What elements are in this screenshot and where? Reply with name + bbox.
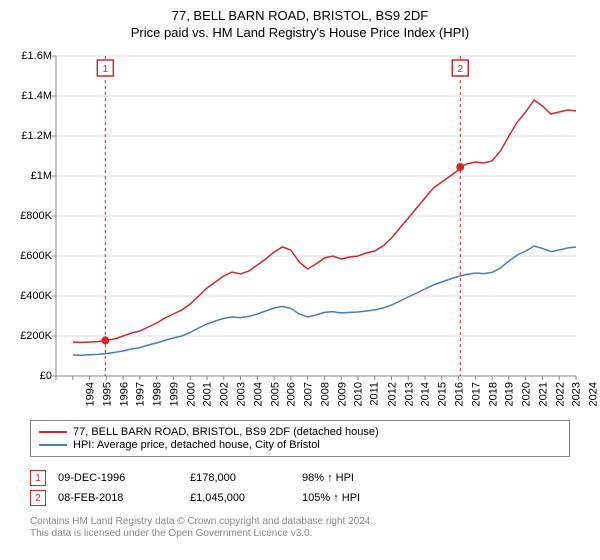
x-axis-label: 2001 [202,382,214,406]
event-date: 08-FEB-2018 [58,492,178,504]
y-axis-label: £1M [4,170,52,182]
x-axis-label: 2020 [521,382,533,406]
y-axis-label: £600K [4,250,52,262]
event-row: 2 08-FEB-2018 £1,045,000 105% ↑ HPI [30,490,570,506]
x-axis-label: 2008 [319,382,331,406]
x-axis-label: 2003 [235,382,247,406]
x-axis-label: 1995 [101,382,113,406]
x-axis-label: 2016 [454,382,466,406]
x-axis-label: 2019 [504,382,516,406]
chart-area: 12 £0£200K£400K£600K£800K£1M£1.2M£1.4M£1… [56,56,576,376]
event-pct: 105% ↑ HPI [302,492,422,504]
x-axis-label: 1998 [152,382,164,406]
x-axis-label: 2021 [537,382,549,406]
title-block: 77, BELL BARN ROAD, BRISTOL, BS9 2DF Pri… [0,0,600,40]
x-axis-label: 2013 [403,382,415,406]
svg-text:2: 2 [457,64,463,75]
event-price: £1,045,000 [190,492,290,504]
x-axis-label: 2012 [386,382,398,406]
x-axis-label: 1997 [135,382,147,406]
legend-row: 77, BELL BARN ROAD, BRISTOL, BS9 2DF (de… [39,426,561,438]
legend-row: HPI: Average price, detached house, City… [39,439,561,451]
x-axis-label: 2023 [571,382,583,406]
x-axis-label: 2000 [185,382,197,406]
title-address: 77, BELL BARN ROAD, BRISTOL, BS9 2DF [0,8,600,23]
event-marker-box: 1 [30,470,46,486]
x-axis-label: 2005 [269,382,281,406]
x-axis-label: 2006 [286,382,298,406]
footer-line2: This data is licensed under the Open Gov… [30,528,570,540]
footer-line1: Contains HM Land Registry data © Crown c… [30,516,570,528]
x-axis-label: 2010 [353,382,365,406]
y-axis-label: £1.4M [4,90,52,102]
event-marker-box: 2 [30,490,46,506]
x-axis-label: 2015 [437,382,449,406]
x-axis-label: 1994 [84,382,96,406]
x-axis-label: 2009 [336,382,348,406]
legend-swatch [39,431,67,433]
y-axis-label: £800K [4,210,52,222]
x-axis-label: 2014 [420,382,432,406]
y-axis-label: £400K [4,290,52,302]
legend-box: 77, BELL BARN ROAD, BRISTOL, BS9 2DF (de… [30,420,570,457]
x-axis-label: 1996 [118,382,130,406]
event-row: 1 09-DEC-1996 £178,000 98% ↑ HPI [30,470,570,486]
event-date: 09-DEC-1996 [58,472,178,484]
x-axis-label: 2007 [303,382,315,406]
x-axis-label: 2011 [369,382,381,406]
legend-label: HPI: Average price, detached house, City… [73,439,320,451]
event-price: £178,000 [190,472,290,484]
svg-text:1: 1 [103,64,109,75]
y-axis-label: £1.2M [4,130,52,142]
chart-container: 77, BELL BARN ROAD, BRISTOL, BS9 2DF Pri… [0,0,600,560]
event-pct: 98% ↑ HPI [302,472,422,484]
y-axis-label: £1.6M [4,50,52,62]
x-axis-label: 2002 [219,382,231,406]
x-axis-label: 2018 [487,382,499,406]
x-axis-label: 2004 [252,382,264,406]
footer-attribution: Contains HM Land Registry data © Crown c… [30,516,570,540]
event-table: 1 09-DEC-1996 £178,000 98% ↑ HPI 2 08-FEB-201… [30,466,570,510]
y-axis-label: £0 [4,370,52,382]
x-axis-label: 2017 [470,382,482,406]
legend-swatch [39,444,67,446]
chart-svg: 12 [56,56,576,376]
y-axis-label: £200K [4,330,52,342]
x-axis-label: 2024 [588,382,600,406]
title-subtitle: Price paid vs. HM Land Registry's House … [0,25,600,40]
x-axis-label: 2022 [554,382,566,406]
x-axis-label: 1999 [168,382,180,406]
legend-label: 77, BELL BARN ROAD, BRISTOL, BS9 2DF (de… [73,426,379,438]
